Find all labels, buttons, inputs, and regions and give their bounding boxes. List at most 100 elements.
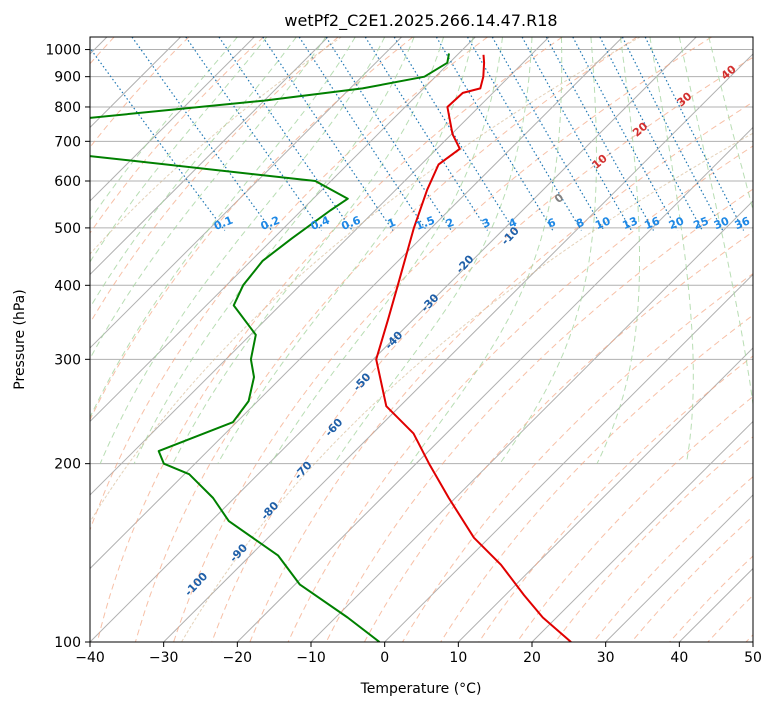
mixing-ratio-label: 8 — [574, 216, 586, 231]
dry-adiabat-line — [173, 37, 712, 642]
isotherm-line — [90, 37, 329, 276]
mixing-ratio-label: 3 — [480, 216, 492, 231]
dry-adiabat-line — [96, 37, 563, 642]
moist-adiabat-line — [596, 37, 640, 464]
moist-adiabat-line — [172, 37, 445, 464]
mixing-ratio-label: 10 — [593, 214, 612, 232]
y-tick-label: 400 — [54, 278, 81, 294]
mixing-ratio-line — [621, 37, 724, 231]
isotherm-line — [531, 420, 753, 642]
moist-adiabat-line — [90, 37, 238, 221]
moist-adiabat-line — [99, 37, 386, 464]
mixing-ratio-label: 1 — [386, 216, 398, 231]
isotherm-line — [90, 37, 697, 642]
mixing-ratio-line — [521, 37, 632, 231]
mixing-ratio-label: 30 — [712, 214, 731, 232]
x-tick-label: 30 — [597, 650, 615, 666]
isotherm-line — [90, 37, 255, 202]
mixing-ratio-line — [572, 37, 679, 231]
moist-adiabat-line — [90, 37, 327, 360]
dry-adiabat-line — [631, 515, 753, 642]
profile-series — [90, 53, 572, 642]
dry-adiabat-line — [516, 395, 753, 642]
plot-frame — [89, 36, 754, 643]
mixing-ratio-label: 16 — [643, 214, 662, 232]
isotherm-line — [90, 37, 402, 349]
mixing-ratio-line — [545, 37, 655, 231]
mixing-ratio-line — [599, 37, 703, 231]
x-tick-label: 0 — [380, 650, 389, 666]
y-tick-label: 900 — [54, 70, 81, 86]
mixing-ratio-line — [218, 37, 353, 231]
isotherm-line — [90, 37, 550, 496]
mixing-ratio-label: 20 — [667, 214, 686, 232]
mixing-ratio-label: 2 — [444, 216, 456, 231]
isotherm-line — [236, 126, 753, 642]
moist-adiabat-line — [133, 37, 415, 464]
y-tick-label: 600 — [54, 174, 81, 190]
reference-curve — [181, 132, 753, 642]
x-tick-label: 10 — [449, 650, 467, 666]
mixing-ratio-line — [491, 37, 605, 231]
dry-adiabat-line — [325, 188, 753, 642]
x-tick-label: −30 — [149, 650, 179, 666]
mixing-ratio-line — [435, 37, 554, 231]
reference-curve — [90, 37, 641, 523]
x-tick-label: 20 — [523, 650, 541, 666]
isotherm-line — [90, 37, 476, 423]
moist-adiabat-line — [90, 37, 268, 263]
y-axis-title: Pressure (hPa) — [12, 289, 28, 389]
x-tick-label: 50 — [744, 650, 762, 666]
mixing-ratio-label: 13 — [621, 214, 640, 232]
dry-adiabat-line — [402, 273, 753, 642]
isotherm-line — [457, 347, 753, 642]
x-tick-label: −10 — [296, 650, 326, 666]
dry-adiabat-line — [249, 101, 753, 642]
y-tick-label: 1000 — [45, 43, 81, 59]
y-tick-label: 800 — [54, 100, 81, 116]
moist-adiabat-line — [678, 37, 753, 408]
y-tick-label: 200 — [54, 457, 81, 473]
mixing-ratio-line — [185, 37, 322, 231]
reference-curve — [90, 37, 342, 255]
x-axis-ticks: −40 −30 −20 −10 0 10 20 30 40 50 — [75, 642, 762, 666]
dry-adiabat-line — [134, 37, 638, 642]
dry-adiabat-line — [287, 145, 753, 642]
dry-adiabat-line — [90, 37, 414, 421]
y-tick-label: 300 — [54, 352, 81, 368]
mixing-ratio-line — [644, 37, 745, 231]
y-tick-label: 700 — [54, 134, 81, 150]
x-tick-label: 40 — [670, 650, 688, 666]
dry-adiabat-line — [592, 475, 753, 642]
temperature-profile-line — [375, 54, 572, 642]
y-axis-ticks: 100 200 300 400 500 600 700 800 900 1000 — [45, 43, 90, 651]
isotherm-line — [605, 494, 753, 642]
moist-adiabat-line — [90, 37, 297, 309]
moist-adiabat-line — [90, 37, 356, 419]
x-axis-title: Temperature (°C) — [360, 681, 482, 697]
mixing-ratio-line — [298, 37, 428, 231]
moist-adiabat-line — [217, 37, 474, 464]
isotherm-line — [163, 53, 753, 642]
isotherm-line — [90, 37, 623, 570]
x-tick-label: −40 — [75, 650, 105, 666]
dewpoint-profile-line — [90, 53, 450, 642]
chart-title: wetPf2_C2E1.2025.266.14.47.R18 — [284, 11, 557, 31]
mixing-ratio-label: 25 — [692, 214, 711, 232]
y-tick-label: 100 — [54, 635, 81, 651]
moist-adiabat-line — [333, 37, 533, 464]
dry-adiabat-line — [90, 37, 264, 234]
dry-adiabat-line — [363, 231, 753, 642]
x-tick-label: −20 — [223, 650, 253, 666]
moist-adiabat-line — [270, 37, 503, 464]
y-tick-label: 500 — [54, 221, 81, 237]
mixing-ratio-line — [90, 47, 226, 231]
mixing-ratio-line — [466, 37, 582, 231]
moist-adiabat-line — [409, 37, 563, 464]
dry-adiabat-line — [478, 355, 753, 642]
thermodynamic-lines — [90, 37, 753, 642]
moist-adiabat-line — [649, 37, 694, 464]
mixing-ratio-label: 36 — [733, 214, 752, 232]
mixing-ratio-line — [262, 37, 394, 231]
